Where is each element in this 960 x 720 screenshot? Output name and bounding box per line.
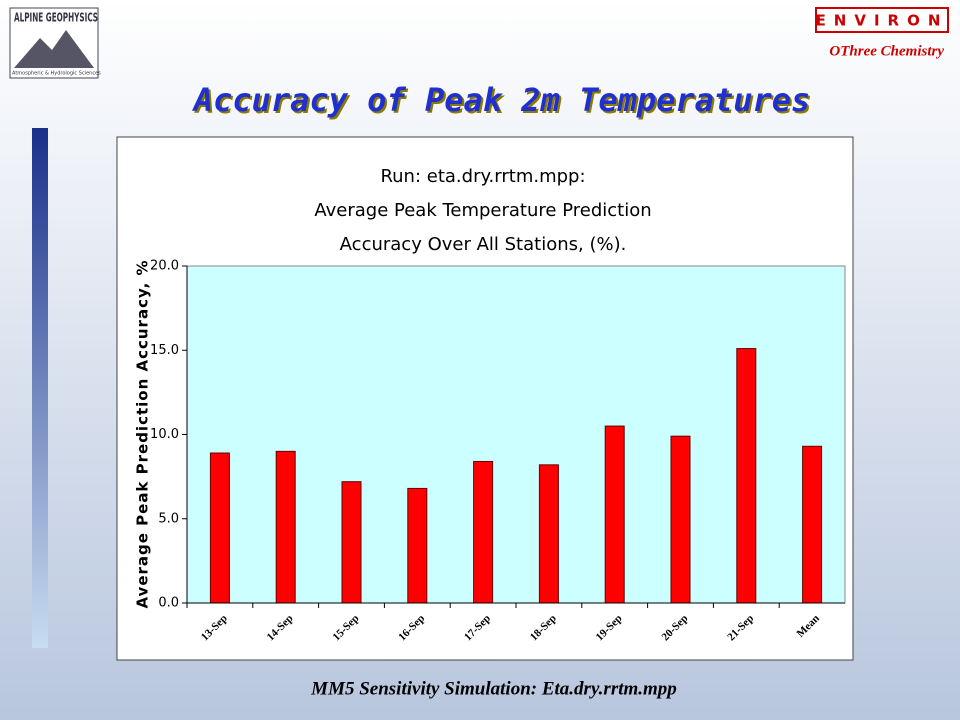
bar — [275, 450, 296, 604]
chart-title: Accuracy Over All Stations, (%). — [340, 234, 627, 255]
bar — [209, 452, 230, 604]
chart: Run: eta.dry.rrtm.mpp: Average Peak Tempe… — [134, 166, 846, 643]
bar — [736, 348, 757, 604]
plot-area — [186, 265, 846, 604]
logo: ALPINE GEOPHYSICS Atmospheric & Hydrolog… — [9, 7, 101, 79]
logo-tagline: Atmospheric & Hydrologic Sciences — [12, 71, 101, 77]
y-tick-label: 15.0 — [150, 343, 179, 358]
footer: MM5 Sensitivity Simulation: Eta.dry.rrtm… — [310, 678, 677, 699]
bar — [604, 425, 625, 604]
y-axis-label: Average Peak Prediction Accuracy, % — [134, 259, 152, 608]
y-tick-label: 10.0 — [150, 427, 179, 442]
bar — [538, 464, 559, 604]
division: OThree Chemistry — [829, 43, 944, 59]
y-tick-label: 0.0 — [158, 596, 179, 611]
bar — [670, 435, 691, 604]
chart-title: Average Peak Temperature Prediction — [314, 200, 651, 221]
bar — [341, 481, 362, 604]
side-bar — [32, 128, 48, 648]
bar — [407, 487, 428, 604]
logo-name: ALPINE GEOPHYSICS — [14, 11, 98, 25]
y-tick-label: 5.0 — [158, 511, 179, 526]
bar — [802, 445, 823, 604]
slide-title: Accuracy of Peak 2m Temperatures — [192, 81, 811, 119]
chart-title: Run: eta.dry.rrtm.mpp: — [380, 166, 585, 187]
bar — [473, 460, 494, 604]
company: ENVIRON — [816, 12, 949, 30]
y-tick-label: 20.0 — [150, 259, 179, 274]
company-box — [815, 7, 949, 33]
title-shadow: Accuracy of Peak 2m Temperatures — [194, 83, 813, 121]
